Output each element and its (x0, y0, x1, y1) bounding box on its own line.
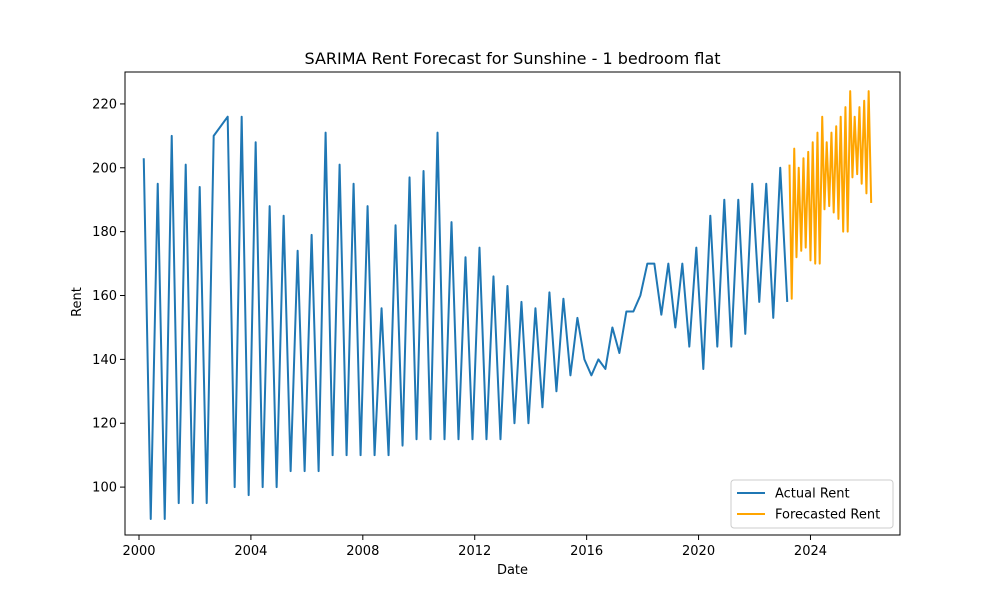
y-tick-label: 100 (92, 481, 117, 496)
y-tick-label: 200 (92, 161, 117, 176)
x-tick-label: 2012 (458, 544, 491, 559)
y-tick-label: 140 (92, 353, 117, 368)
x-tick-label: 2024 (794, 544, 827, 559)
legend-label: Forecasted Rent (775, 508, 880, 523)
y-tick-label: 160 (92, 289, 117, 304)
axes: 2000 2004 2008 2012 2016 2020 2024 100 120 140 160… (92, 71, 901, 559)
x-tick-label: 2000 (122, 544, 155, 559)
y-tick-label: 220 (92, 97, 117, 112)
legend-label: Actual Rent (775, 487, 850, 502)
chart-title: SARIMA Rent Forecast for Sunshine - 1 be… (304, 49, 720, 68)
x-tick-label: 2008 (346, 544, 379, 559)
y-axis-title: Rent (70, 287, 85, 317)
x-tick-label: 2004 (234, 544, 267, 559)
plot-area (142, 90, 873, 521)
series-line-forecasted-rent (788, 90, 873, 300)
legend-box (730, 479, 894, 529)
y-tick-label: 120 (92, 417, 117, 432)
plot-frame (124, 71, 901, 536)
y-tick-label: 180 (92, 225, 117, 240)
x-axis-title: Date (497, 563, 528, 578)
series-line-actual-rent (142, 115, 789, 521)
x-tick-label: 2020 (682, 544, 715, 559)
legend: Actual Rent Forecasted Rent (730, 479, 894, 529)
x-tick-label: 2016 (570, 544, 603, 559)
